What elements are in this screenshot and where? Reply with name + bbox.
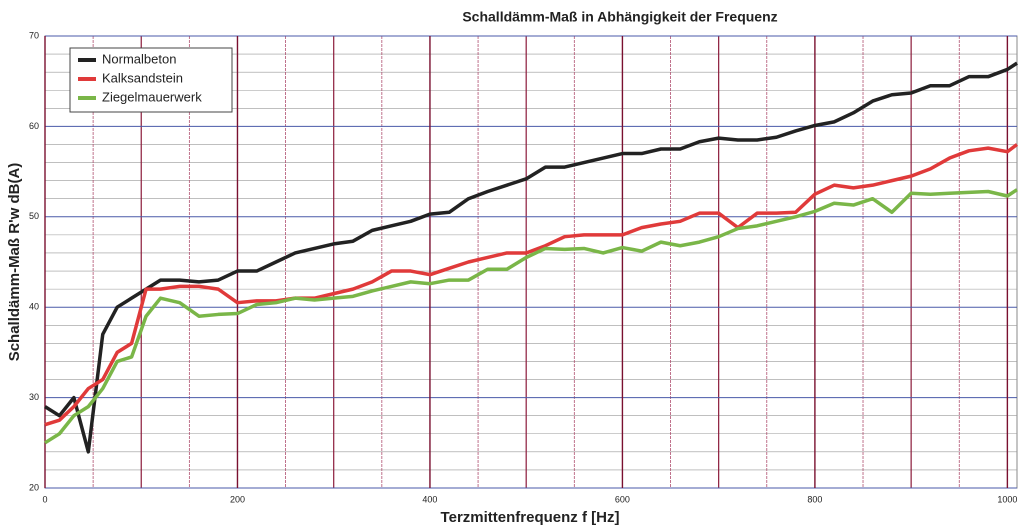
x-tick-label: 1000 bbox=[997, 494, 1017, 504]
x-axis-label: Terzmittenfrequenz f [Hz] bbox=[441, 509, 620, 526]
x-tick-label: 0 bbox=[42, 494, 47, 504]
y-axis-label: Schalldämm-Maß R'w dB(A) bbox=[6, 163, 23, 362]
series-line bbox=[44, 143, 1019, 427]
x-tick-label: 400 bbox=[422, 494, 437, 504]
legend-label: Ziegelmauerwerk bbox=[102, 89, 202, 104]
y-tick-label: 20 bbox=[29, 482, 39, 492]
y-tick-label: 30 bbox=[29, 392, 39, 402]
legend-label: Normalbeton bbox=[102, 51, 176, 66]
series-line bbox=[44, 188, 1018, 445]
legend-box bbox=[69, 47, 233, 113]
x-tick-label: 200 bbox=[230, 494, 245, 504]
legend-label: Kalksandstein bbox=[102, 70, 183, 85]
y-tick-label: 60 bbox=[29, 121, 39, 131]
x-tick-label: 800 bbox=[807, 494, 822, 504]
y-tick-label: 70 bbox=[29, 30, 39, 40]
chart-title: Schalldämm-Maß in Abhängigkeit der Frequ… bbox=[462, 9, 777, 25]
y-tick-label: 50 bbox=[29, 211, 39, 221]
series-line bbox=[44, 61, 1018, 454]
y-tick-label: 40 bbox=[29, 302, 39, 312]
x-tick-label: 600 bbox=[615, 494, 630, 504]
